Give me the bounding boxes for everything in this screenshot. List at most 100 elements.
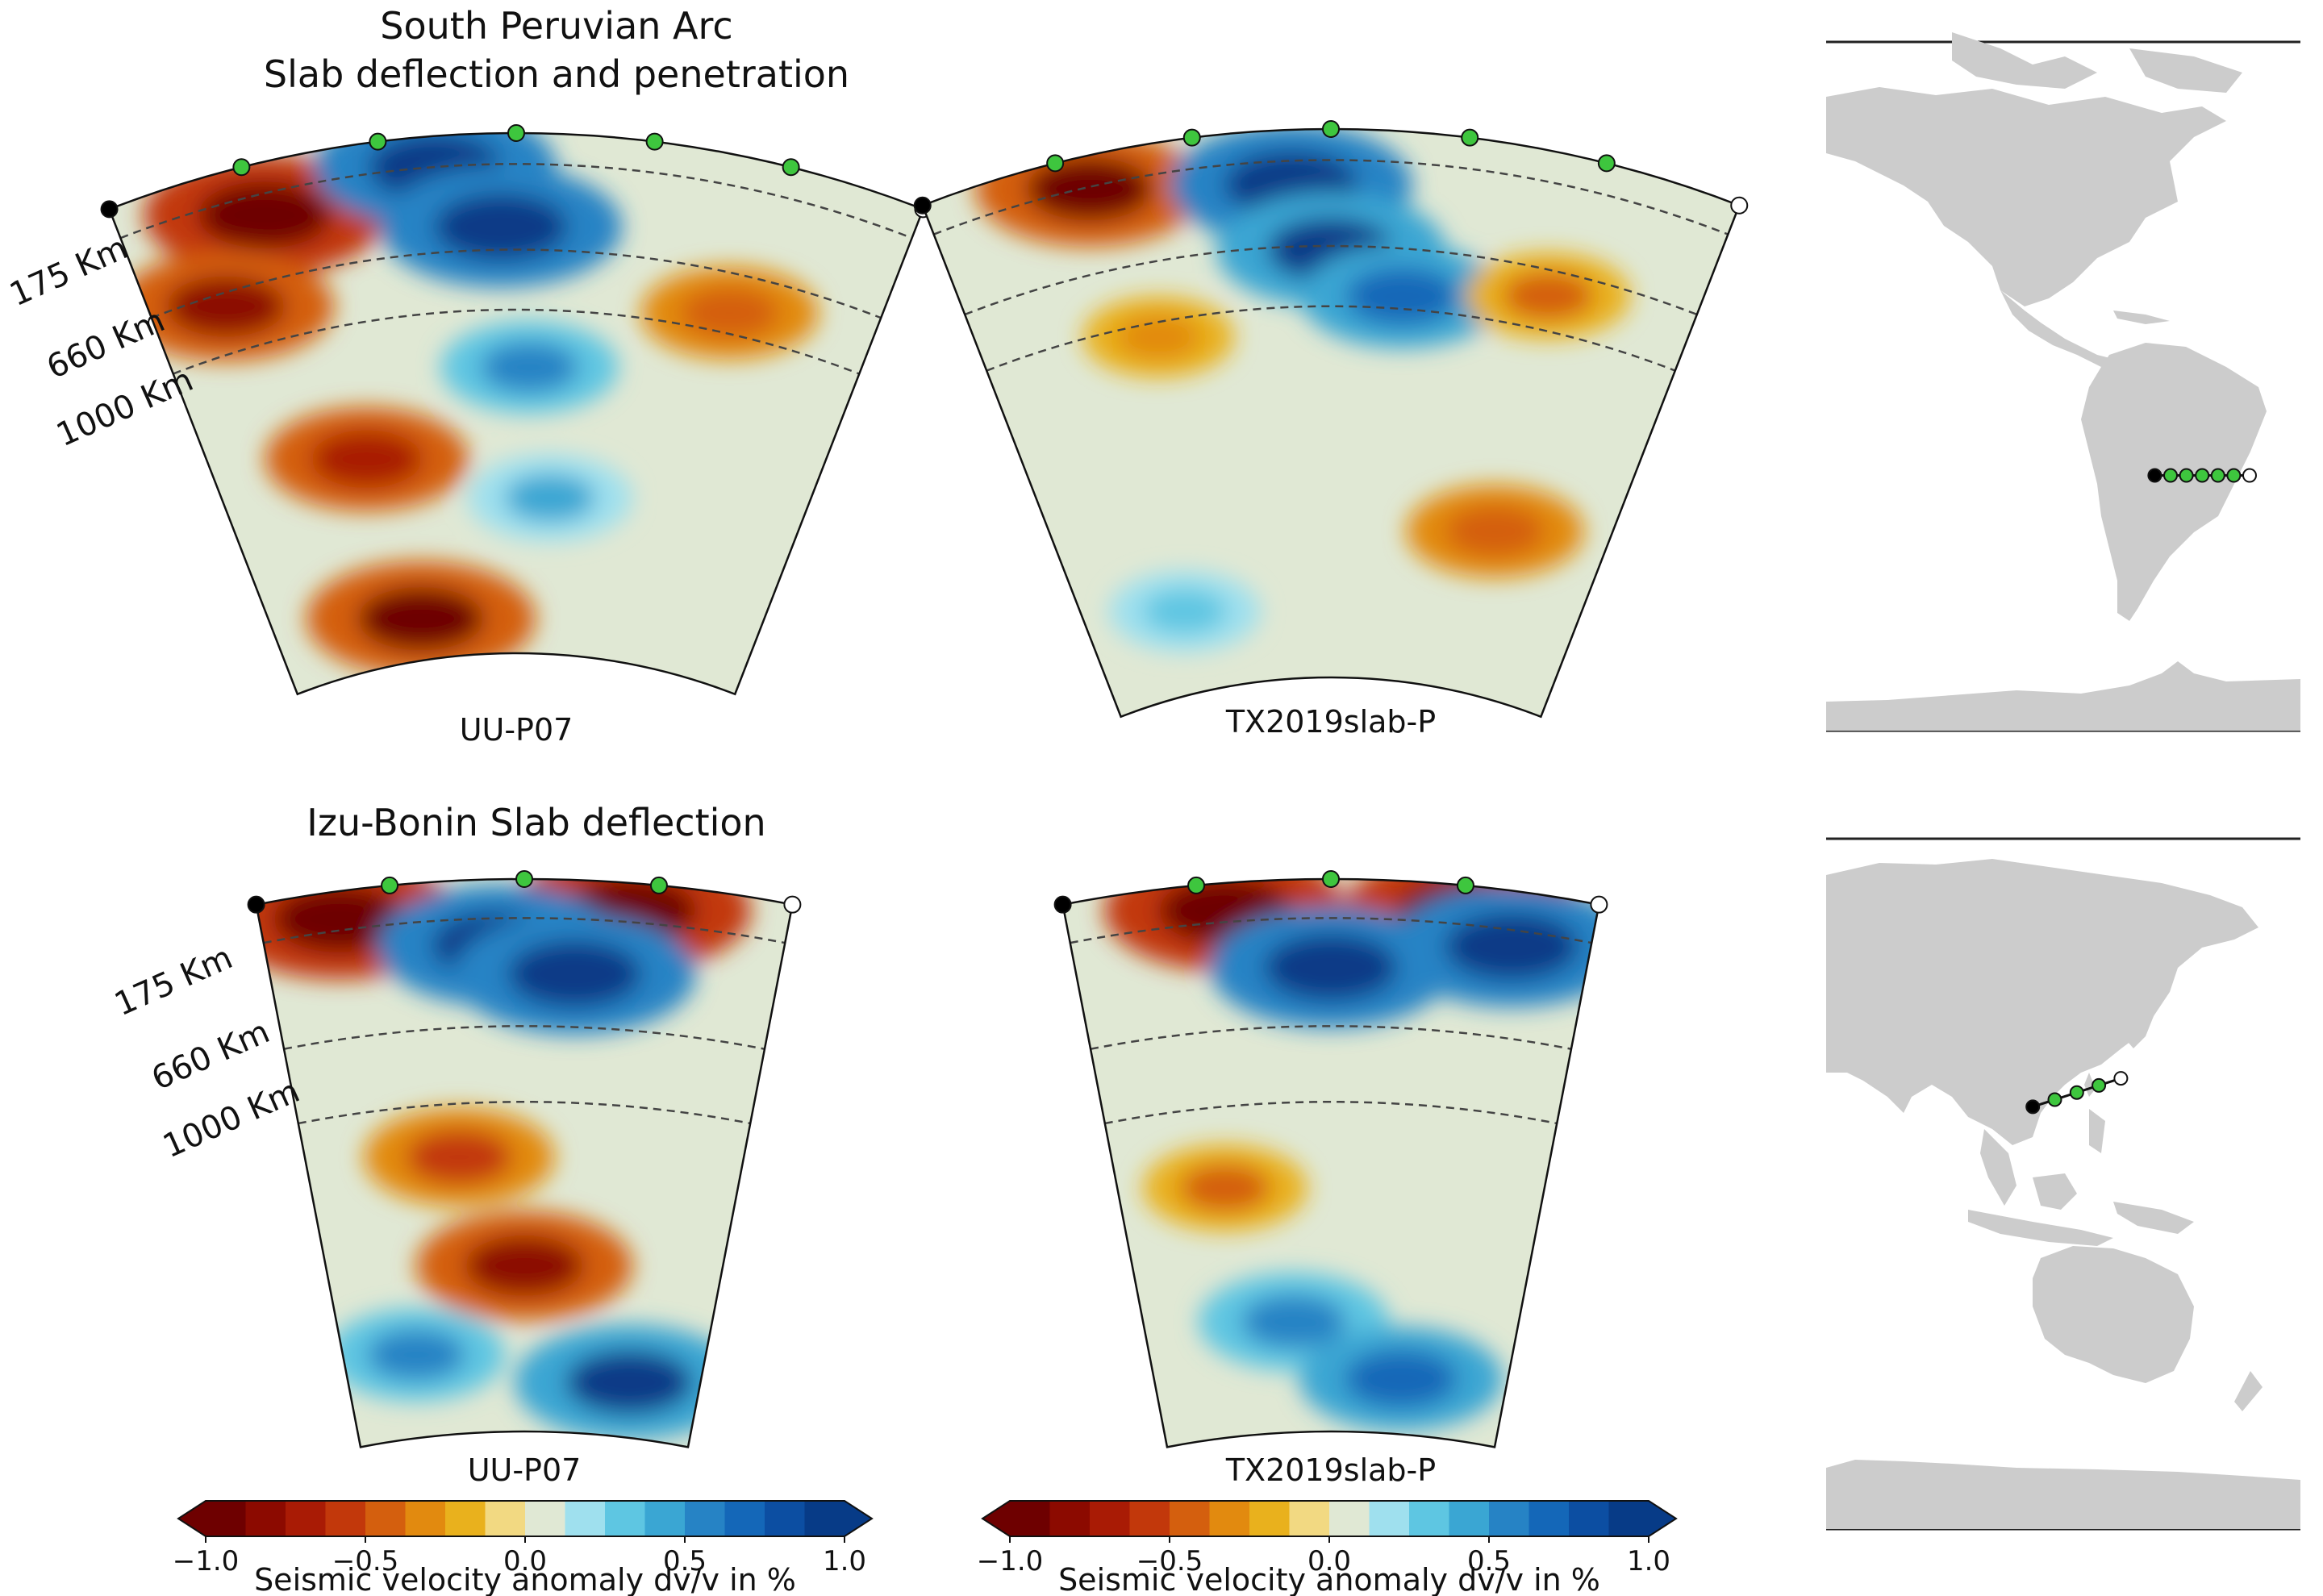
profile-marker xyxy=(381,876,399,894)
colorbar-segment xyxy=(525,1501,565,1536)
profile-marker xyxy=(645,132,664,151)
anomaly-core xyxy=(504,473,595,523)
depth-contour-175 xyxy=(263,917,786,944)
profile-start-marker xyxy=(2025,1099,2041,1115)
profile-marker xyxy=(2092,1077,2107,1093)
anomaly-core xyxy=(1346,267,1458,325)
anomaly-core xyxy=(1179,1164,1270,1212)
anomaly-core xyxy=(1345,1350,1458,1408)
colorbar-tick-label: 0.5 xyxy=(1467,1545,1511,1577)
anomaly-core xyxy=(480,341,578,393)
model-label: UU-P07 xyxy=(468,1452,582,1488)
colorbar-segment xyxy=(1608,1501,1649,1536)
depth-label-660: 660 Km xyxy=(41,302,170,386)
colorbar-segment xyxy=(1369,1501,1410,1536)
profile-line xyxy=(2147,468,2257,483)
profile-start-marker xyxy=(100,200,119,219)
profile-marker xyxy=(2047,1092,2062,1107)
anomaly-core xyxy=(311,430,423,488)
depth-contour-175 xyxy=(119,163,913,240)
colorbar-label: Seismic velocity anomaly dv/v in % xyxy=(254,1562,796,1596)
colorbar-segment xyxy=(1489,1501,1529,1536)
sector-outline xyxy=(107,131,925,696)
colorbar-extend-max xyxy=(845,1501,872,1536)
colorbar-segment xyxy=(405,1501,446,1536)
depth-contour-660 xyxy=(964,244,1698,316)
colorbar-segment xyxy=(1090,1501,1130,1536)
sector-outline xyxy=(255,877,794,1448)
profile-marker xyxy=(1046,154,1065,173)
anomaly-core xyxy=(1241,1294,1346,1349)
colorbar-extend-max xyxy=(1649,1501,1676,1536)
profile-end-marker xyxy=(1730,196,1749,215)
colorbar-segment xyxy=(325,1501,366,1536)
colorbar-segment xyxy=(1209,1501,1250,1536)
depth-label-175: 175 Km xyxy=(109,939,238,1023)
depth-contour-1000 xyxy=(986,305,1676,372)
sector-outline xyxy=(1061,877,1600,1448)
colorbar-segment xyxy=(286,1501,326,1536)
anomaly-core xyxy=(1264,934,1398,1001)
profile-marker xyxy=(2195,468,2210,483)
colorbar-segment xyxy=(1249,1501,1290,1536)
colorbar-segment xyxy=(1289,1501,1330,1536)
anomaly-core xyxy=(1143,589,1227,634)
cross-section-izu-bonin-uu-p07 xyxy=(247,870,802,1448)
depth-contour-175 xyxy=(933,159,1729,235)
anomaly-core xyxy=(465,1236,584,1296)
colorbar-segment xyxy=(804,1501,845,1536)
colorbar-segment xyxy=(206,1501,246,1536)
profile-start-marker xyxy=(913,196,932,215)
sector-background xyxy=(1062,878,1599,1448)
profile-marker xyxy=(2163,468,2178,483)
anomaly-core xyxy=(1026,156,1153,221)
profile-marker xyxy=(1182,128,1201,147)
profile-marker xyxy=(507,124,525,142)
colorbar-left: −1.0 −0.5 0.0 0.5 1.0 xyxy=(173,1500,874,1577)
colorbar-segment xyxy=(685,1501,725,1536)
profile-line xyxy=(2025,1071,2129,1115)
depth-contour-1000 xyxy=(298,1100,751,1125)
location-map-east-asia xyxy=(1826,837,2300,1531)
title-line-2: Slab deflection and penetration xyxy=(264,52,849,96)
profile-end-marker xyxy=(783,895,802,914)
colorbar-tick-label: −1.0 xyxy=(173,1545,240,1577)
colorbar-tick-label: −0.5 xyxy=(332,1545,399,1577)
cross-section-peru-tx2019slab-p xyxy=(913,120,1749,719)
depth-contour-1000 xyxy=(173,308,860,375)
colorbar-segment xyxy=(1129,1501,1170,1536)
colorbar-segment xyxy=(1529,1501,1570,1536)
profile-marker xyxy=(1456,876,1474,894)
profile-marker xyxy=(515,870,533,888)
colorbar-tick-label: −1.0 xyxy=(977,1545,1044,1577)
colorbar-segment xyxy=(765,1501,805,1536)
depth-contour-660 xyxy=(151,248,882,319)
profile-end-marker xyxy=(1590,895,1608,914)
model-label: TX2019slab-P xyxy=(1225,1452,1436,1488)
colorbar-segment xyxy=(724,1501,765,1536)
colorbar-extend-min xyxy=(982,1501,1010,1536)
profile-marker xyxy=(1322,870,1340,888)
anomaly-core xyxy=(357,586,484,651)
depth-label-175: 175 Km xyxy=(4,229,133,314)
title-izu-bonin: Izu-Bonin Slab deflection xyxy=(307,801,765,844)
colorbar-segment xyxy=(1170,1501,1210,1536)
profile-marker xyxy=(2179,468,2194,483)
sector-outline xyxy=(921,127,1741,719)
profile-marker xyxy=(1461,128,1479,147)
depth-label-660: 660 Km xyxy=(146,1013,275,1098)
profile-start-marker xyxy=(1053,895,1072,914)
colorbar-segment xyxy=(565,1501,606,1536)
profile-end-marker xyxy=(2113,1071,2129,1086)
profile-start-marker xyxy=(247,895,265,914)
colorbar-right: −1.0 −0.5 0.0 0.5 1.0 xyxy=(977,1500,1678,1577)
anomaly-core xyxy=(507,940,641,1007)
colorbar-extend-min xyxy=(178,1501,206,1536)
cross-section-izu-bonin-tx2019slab-p xyxy=(1053,870,1608,1448)
colorbar-tick-label: 1.0 xyxy=(1627,1545,1670,1577)
anomaly-core xyxy=(1503,272,1594,320)
profile-end-marker xyxy=(2242,468,2257,483)
profile-marker xyxy=(1597,154,1616,173)
colorbar-label: Seismic velocity anomaly dv/v in % xyxy=(1058,1562,1600,1596)
